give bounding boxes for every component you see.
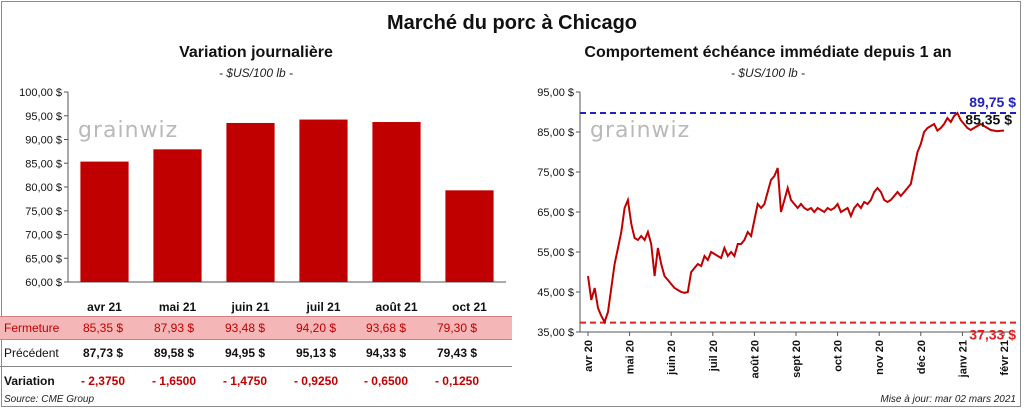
x-tick-label: févr 21	[999, 340, 1011, 375]
x-tick-label: mai 21	[159, 300, 197, 314]
y-tick-label: 35,00 $	[537, 327, 574, 339]
bar-chart: 60,00 $ 65,00 $ 70,00 $ 75,00 $ 80,00 $ 85,00…	[19, 87, 506, 314]
x-tick-label: juin 20	[666, 340, 678, 376]
table-cell: 95,13 $	[295, 346, 337, 360]
table-row-fermeture: Fermeture 85,35 $ 87,93 $ 93,48 $ 94,20 …	[0, 316, 512, 340]
table-cell: 89,58 $	[153, 346, 195, 360]
table-row-variation: Variation - 2,3750 - 1,6500 - 1,4750 - 0…	[0, 370, 512, 392]
x-tick-label: avr 21	[87, 300, 122, 314]
y-tick-label: 85,00 $	[25, 158, 62, 170]
x-tick-label: janv 21	[957, 340, 969, 378]
bar-juil-21	[299, 119, 348, 282]
left-chart-unit: - $US/100 lb -	[218, 66, 294, 80]
table-cell: 93,48 $	[224, 321, 266, 335]
update-note: Mise à jour: mar 02 mars 2021	[880, 394, 1016, 405]
x-tick-label: oct 21	[452, 300, 487, 314]
bar-mai-21	[153, 149, 202, 282]
x-tick-label: oct 20	[833, 340, 845, 372]
last-value-label: 85,35 $	[965, 112, 1012, 128]
table-cell: - 0,9250	[293, 374, 339, 388]
table-cell: 79,30 $	[436, 321, 478, 335]
bar-avr-21	[80, 161, 129, 282]
table-cell: 85,35 $	[82, 321, 124, 335]
x-tick-label: juil 21	[305, 300, 340, 314]
row-label: Variation	[4, 374, 55, 388]
y-tick-label: 85,00 $	[537, 127, 574, 139]
line-chart: 35,00 $ 45,00 $ 55,00 $ 65,00 $ 75,00 $ 85,00…	[537, 87, 1018, 379]
right-chart-title: Comportement échéance immédiate depuis 1…	[584, 44, 952, 61]
left-watermark-logo: grainwiz	[78, 118, 179, 143]
x-tick-label: déc 20	[916, 340, 928, 374]
page-title: Marché du porc à Chicago	[386, 12, 638, 34]
bar-juin-21	[226, 122, 275, 282]
y-tick-label: 100,00 $	[19, 87, 62, 99]
x-tick-label: mai 20	[625, 340, 637, 374]
source-note: Source: CME Group	[4, 394, 95, 405]
x-tick-label: nov 20	[874, 340, 886, 375]
table-divider	[0, 366, 512, 367]
y-tick-label: 55,00 $	[537, 247, 574, 259]
bar-août-21	[372, 122, 421, 282]
y-tick-label: 65,00 $	[25, 253, 62, 265]
table-cell: 94,20 $	[295, 321, 337, 335]
table-cell: 87,73 $	[82, 346, 124, 360]
row-label: Fermeture	[4, 321, 60, 335]
right-watermark-logo: grainwiz	[590, 118, 691, 143]
table-cell: - 0,1250	[434, 374, 480, 388]
table-cell: 94,95 $	[224, 346, 266, 360]
price-line	[587, 111, 1005, 325]
y-tick-label: 70,00 $	[25, 230, 62, 242]
y-tick-label: 95,00 $	[537, 87, 574, 99]
high-value-label: 89,75 $	[969, 94, 1016, 110]
bar-oct-21	[445, 190, 494, 282]
x-tick-label: août 21	[375, 300, 417, 314]
y-tick-label: 75,00 $	[537, 167, 574, 179]
table-row-precedent: Précédent 87,73 $ 89,58 $ 94,95 $ 95,13 …	[0, 342, 512, 364]
left-chart-title: Variation journalière	[179, 44, 333, 61]
y-tick-label: 95,00 $	[25, 111, 62, 123]
table-cell: 94,33 $	[365, 346, 407, 360]
x-tick-label: août 20	[749, 340, 761, 379]
x-tick-label: juin 21	[230, 300, 269, 314]
y-tick-label: 45,00 $	[537, 287, 574, 299]
right-chart-unit: - $US/100 lb -	[730, 66, 806, 80]
table-cell: - 0,6500	[363, 374, 409, 388]
table-cell: 79,43 $	[436, 346, 478, 360]
low-value-label: 37,33 $	[969, 327, 1016, 343]
table-cell: 93,68 $	[365, 321, 407, 335]
row-label: Précédent	[4, 346, 59, 360]
y-tick-label: 65,00 $	[537, 207, 574, 219]
y-tick-label: 60,00 $	[25, 277, 62, 289]
y-tick-label: 80,00 $	[25, 182, 62, 194]
x-tick-label: juil 20	[708, 340, 720, 372]
y-tick-label: 75,00 $	[25, 206, 62, 218]
x-tick-label: sept 20	[791, 340, 803, 378]
table-cell: 87,93 $	[153, 321, 195, 335]
table-cell: - 2,3750	[80, 374, 126, 388]
x-tick-label: avr 20	[583, 340, 595, 372]
table-cell: - 1,4750	[222, 374, 268, 388]
y-tick-label: 90,00 $	[25, 135, 62, 147]
table-cell: - 1,6500	[151, 374, 197, 388]
